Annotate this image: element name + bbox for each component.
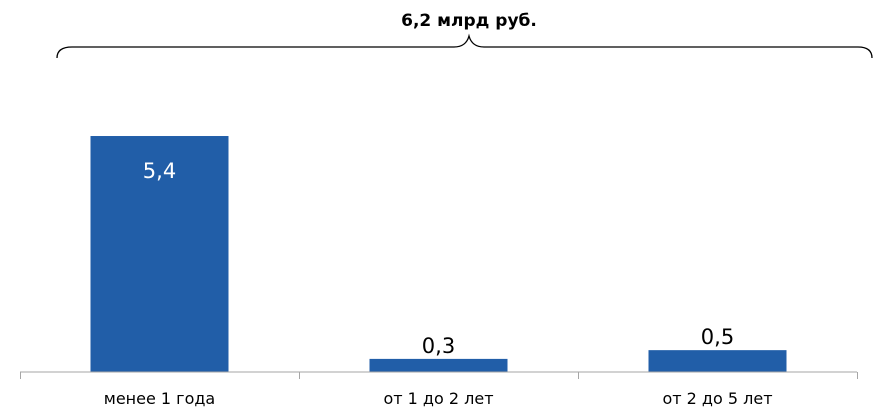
bars-layer: 5,4 0,3 0,5 xyxy=(90,136,787,372)
bar-2 xyxy=(369,358,508,372)
x-axis: менее 1 года от 1 до 2 лет от 2 до 5 лет xyxy=(20,371,858,408)
category-label-2: от 1 до 2 лет xyxy=(383,389,493,408)
category-label-3: от 2 до 5 лет xyxy=(662,389,772,408)
total-annotation: 6,2 млрд руб. xyxy=(401,11,537,31)
bar-3 xyxy=(648,350,787,372)
data-label-1: 5,4 xyxy=(143,159,176,183)
data-label-2: 0,3 xyxy=(422,334,455,358)
total-brace xyxy=(56,33,873,59)
bar-1 xyxy=(90,136,229,372)
data-label-3: 0,5 xyxy=(701,325,734,349)
category-label-1: менее 1 года xyxy=(104,389,215,408)
